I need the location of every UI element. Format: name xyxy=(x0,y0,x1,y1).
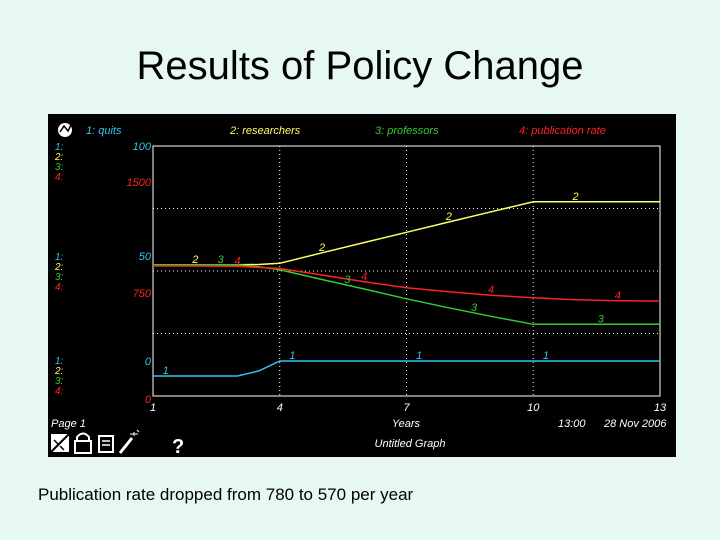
x-tick-label: 1 xyxy=(150,402,156,414)
series-mark-3: 3 xyxy=(344,274,351,286)
x-axis-label: Years xyxy=(392,418,421,430)
series-layer xyxy=(153,201,661,377)
scale-value-bottom-1: 0 xyxy=(145,356,152,368)
scale-value-top-4: 1500 xyxy=(127,177,152,189)
time-series-chart: 1: quits 2: researchers 3: professors 4:… xyxy=(50,123,667,457)
graph-name: Untitled Graph xyxy=(375,438,446,450)
x-tick-label: 10 xyxy=(527,402,540,414)
scale-index-3: 3: xyxy=(55,162,64,173)
series-line-4 xyxy=(153,265,661,302)
x-tick-label: 7 xyxy=(403,402,410,414)
time-label: 13:00 xyxy=(558,418,586,430)
series-mark-3: 3 xyxy=(471,302,478,314)
scale-index-labels: 1:2:3:4:1:2:3:4:1:2:3:4: xyxy=(54,142,64,397)
x-tick-label: 4 xyxy=(277,402,283,414)
graph-type-icon[interactable] xyxy=(58,123,72,137)
slide-caption: Publication rate dropped from 780 to 570… xyxy=(38,485,414,504)
x-tick-labels: 1 4 7 10 13 xyxy=(150,402,667,414)
scale-value-mid-4: 750 xyxy=(133,288,152,300)
scale-index-1: 1: xyxy=(55,142,64,153)
scale-index-3: 3: xyxy=(55,376,64,387)
series-mark-4: 4 xyxy=(488,284,494,296)
legend-professors: 3: professors xyxy=(375,125,439,137)
graph-toggle-icon[interactable] xyxy=(50,433,70,453)
plot-grid xyxy=(152,146,661,396)
plot-frame xyxy=(152,145,661,397)
series-mark-3: 3 xyxy=(598,313,605,325)
help-icon[interactable]: ? xyxy=(172,436,184,457)
series-mark-4: 4 xyxy=(361,271,367,283)
series-mark-1: 1 xyxy=(543,350,549,362)
series-mark-1: 1 xyxy=(416,350,422,362)
scale-value-mid-1: 50 xyxy=(139,251,152,263)
date-label: 28 Nov 2006 xyxy=(603,418,667,430)
scale-index-4: 4: xyxy=(55,172,64,183)
series-mark-2: 2 xyxy=(445,211,452,223)
page-icon[interactable] xyxy=(98,435,114,453)
series-mark-2: 2 xyxy=(191,254,198,266)
series-mark-3: 3 xyxy=(218,254,225,266)
scale-index-1: 1: xyxy=(55,356,64,367)
series-mark-1: 1 xyxy=(163,365,169,377)
magic-wand-icon[interactable] xyxy=(118,429,140,454)
page-label[interactable]: Page 1 xyxy=(51,418,86,430)
scale-index-2: 2: xyxy=(54,262,64,273)
series-mark-4: 4 xyxy=(615,290,621,302)
scale-value-bottom-4: 0 xyxy=(145,394,152,406)
scale-index-4: 4: xyxy=(55,282,64,293)
series-mark-1: 1 xyxy=(289,350,295,362)
legend-quits: 1: quits xyxy=(86,125,122,137)
scale-value-top-1: 100 xyxy=(133,141,152,153)
series-mark-2: 2 xyxy=(571,191,578,203)
scale-index-3: 3: xyxy=(55,272,64,283)
scale-index-4: 4: xyxy=(55,386,64,397)
scale-index-1: 1: xyxy=(55,252,64,263)
lock-icon[interactable] xyxy=(74,432,92,454)
scale-index-2: 2: xyxy=(54,366,64,377)
slide-title: Results of Policy Change xyxy=(136,44,584,88)
series-mark-4: 4 xyxy=(234,255,240,267)
legend-researchers: 2: researchers xyxy=(229,125,301,137)
legend-publication-rate: 4: publication rate xyxy=(519,125,606,137)
stella-graph-panel: 1: quits 2: researchers 3: professors 4:… xyxy=(48,114,676,457)
series-line-3 xyxy=(153,264,660,326)
series-line-1 xyxy=(153,360,660,377)
series-line-2 xyxy=(153,201,660,266)
series-mark-2: 2 xyxy=(318,242,325,254)
scale-index-2: 2: xyxy=(54,152,64,163)
x-tick-label: 13 xyxy=(654,402,667,414)
scale-values: 100 50 0 1500 750 0 xyxy=(127,141,152,406)
